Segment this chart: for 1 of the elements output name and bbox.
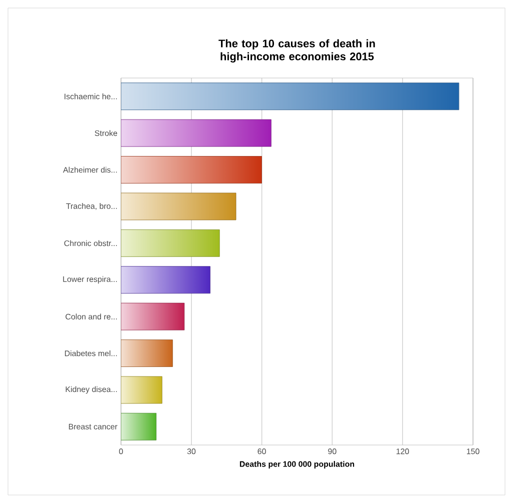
chart-title: The top 10 causes of death in high-income economies 2015 [218, 39, 375, 63]
